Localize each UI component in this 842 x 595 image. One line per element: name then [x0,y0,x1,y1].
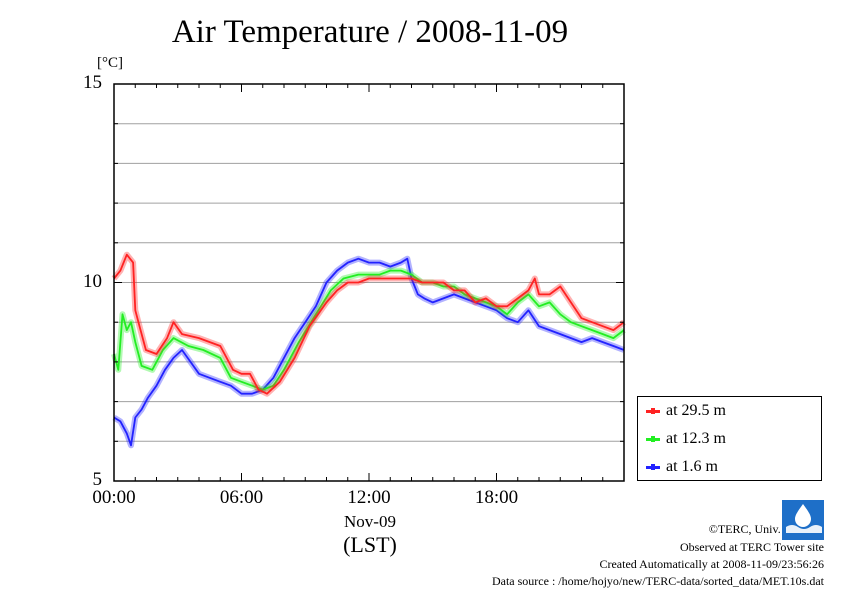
series-band [111,251,626,397]
x-tick-label: 06:00 [219,487,264,508]
legend-item: at 1.6 m [646,457,718,477]
y-tick-label: 15 [83,72,102,93]
x-tick-label: 18:00 [474,487,519,508]
y-unit-label: [°C] [97,55,123,71]
x-date-label: Nov-09 [344,512,396,531]
chart-title: Air Temperature / 2008-11-09 [171,14,569,50]
legend-item: at 12.3 m [646,429,726,449]
legend-swatch [646,463,660,470]
legend-label: at 12.3 m [666,430,726,447]
legend-label: at 29.5 m [666,402,726,419]
credit-source: Data source : /home/hojyo/new/TERC-data/… [491,574,824,588]
y-tick-label: 10 [83,270,102,292]
legend-swatch [646,407,660,414]
x-tick-label: 12:00 [347,487,391,508]
terc-logo-icon [782,500,824,540]
credit-observed: Observed at TERC Tower site [679,540,824,554]
series-layer [111,251,626,449]
series-line [113,257,625,447]
series-line [113,269,625,391]
x-tick-label: 00:00 [92,487,136,508]
legend-item: at 29.5 m [646,401,726,421]
y-tick-label: 5 [92,469,103,490]
legend-label: at 1.6 m [666,458,718,475]
gridlines [114,123,624,442]
credit-created: Created Automatically at 2008-11-09/23:5… [599,557,824,571]
series-line [113,253,625,395]
plot-frame [113,83,625,482]
legend-swatch [646,435,660,442]
x-timezone-label: (LST) [343,532,397,557]
legend: at 29.5 m at 12.3 m at 1.6 m [637,396,822,481]
series-band [112,255,626,449]
